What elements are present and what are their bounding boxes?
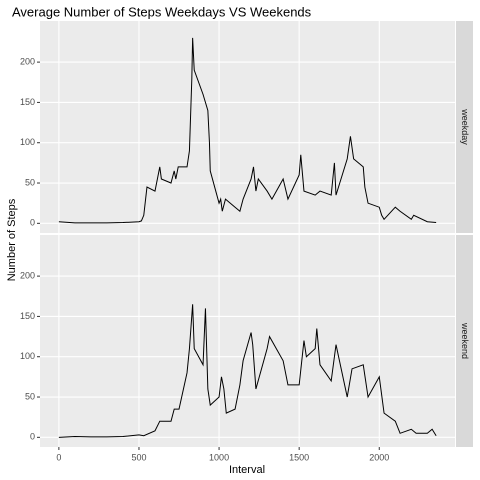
y-axis-title: Number of Steps [6,198,18,281]
y-tick-label: 100 [20,137,35,147]
y-tick-label: 100 [20,351,35,361]
y-tick-label: 150 [20,311,35,321]
data-line [58,304,437,438]
y-tick-label: 50 [25,391,35,401]
data-line [58,37,437,224]
y-tick-label: 50 [25,177,35,187]
y-tick-label: 0 [30,218,35,228]
x-tick-label: 500 [131,452,146,462]
strip-text: weekend [460,322,470,359]
x-tick-label: 2000 [369,452,389,462]
strip [456,235,473,447]
y-tick-label: 200 [20,270,35,280]
x-tick-label: 1000 [209,452,229,462]
y-tick-label: 150 [20,97,35,107]
panel-background [40,21,455,233]
chart-title: Average Number of Steps Weekdays VS Week… [12,4,312,19]
x-axis-title: Interval [229,464,265,476]
strip [456,21,473,233]
y-tick-label: 0 [30,432,35,442]
strip-text: weekday [460,108,470,145]
x-tick-label: 1500 [289,452,309,462]
y-tick-label: 200 [20,56,35,66]
panel-background [40,235,455,447]
x-tick-label: 0 [56,452,61,462]
